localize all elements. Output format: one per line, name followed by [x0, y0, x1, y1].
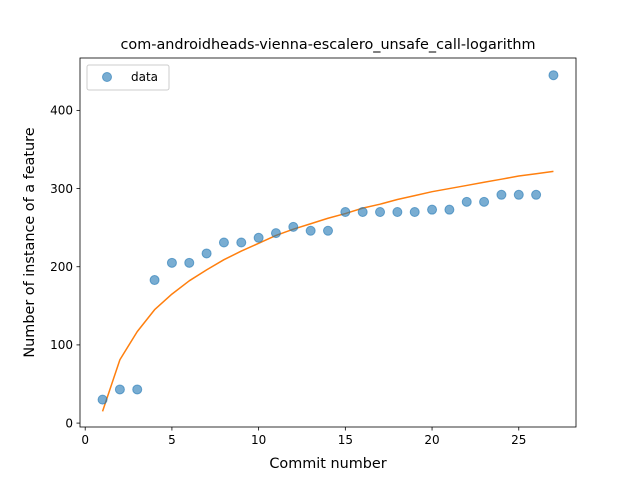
fit-line — [101, 170, 554, 412]
x-axis-ticks: 0 5 10 15 20 25 — [81, 427, 526, 447]
y-axis-label: Number of instance of a feature — [22, 127, 38, 357]
legend-box — [86, 64, 170, 91]
data-point — [392, 207, 403, 218]
data-point — [531, 189, 542, 200]
data-point — [184, 257, 195, 268]
x-tick-label: 5 — [168, 433, 176, 447]
data-point — [427, 204, 438, 215]
data-point — [357, 207, 368, 218]
legend-label: data — [131, 70, 158, 84]
data-point — [323, 225, 333, 236]
data-point — [375, 207, 386, 218]
data-point — [166, 257, 177, 268]
data-point — [97, 394, 108, 405]
chart-title: com-androidheads-vienna-escalero_unsafe_… — [121, 37, 536, 53]
x-tick-label: 15 — [338, 433, 353, 447]
y-tick-label: 100 — [50, 338, 73, 352]
data-point — [305, 225, 316, 236]
x-tick-label: 20 — [424, 433, 439, 447]
data-point — [513, 189, 524, 200]
data-point — [253, 232, 264, 243]
data-point — [461, 196, 472, 207]
fit-line-layer — [101, 170, 554, 412]
legend-marker — [102, 72, 112, 82]
legend: data — [86, 64, 170, 91]
data-points-layer — [97, 70, 559, 405]
data-point — [270, 228, 281, 239]
data-point — [496, 189, 507, 200]
x-tick-label: 10 — [251, 433, 266, 447]
plot-area — [80, 58, 576, 427]
data-point — [409, 207, 420, 218]
data-point — [288, 221, 299, 232]
x-axis-label: Commit number — [269, 456, 386, 472]
data-point — [201, 248, 212, 259]
data-point — [149, 275, 160, 286]
data-point — [479, 196, 490, 207]
y-tick-label: 300 — [50, 182, 73, 196]
data-point — [548, 70, 559, 81]
data-point — [444, 204, 455, 215]
x-tick-label: 0 — [81, 433, 89, 447]
y-tick-label: 0 — [65, 416, 73, 430]
data-point — [114, 384, 125, 395]
data-point — [132, 384, 143, 395]
x-tick-label: 25 — [511, 433, 526, 447]
y-tick-label: 400 — [50, 104, 73, 118]
y-tick-label: 200 — [50, 260, 73, 274]
y-axis-ticks: 0 100 200 300 400 — [50, 104, 80, 430]
data-point — [218, 237, 229, 248]
data-point — [340, 207, 351, 218]
data-point — [236, 237, 247, 248]
plot-frame — [79, 57, 577, 428]
